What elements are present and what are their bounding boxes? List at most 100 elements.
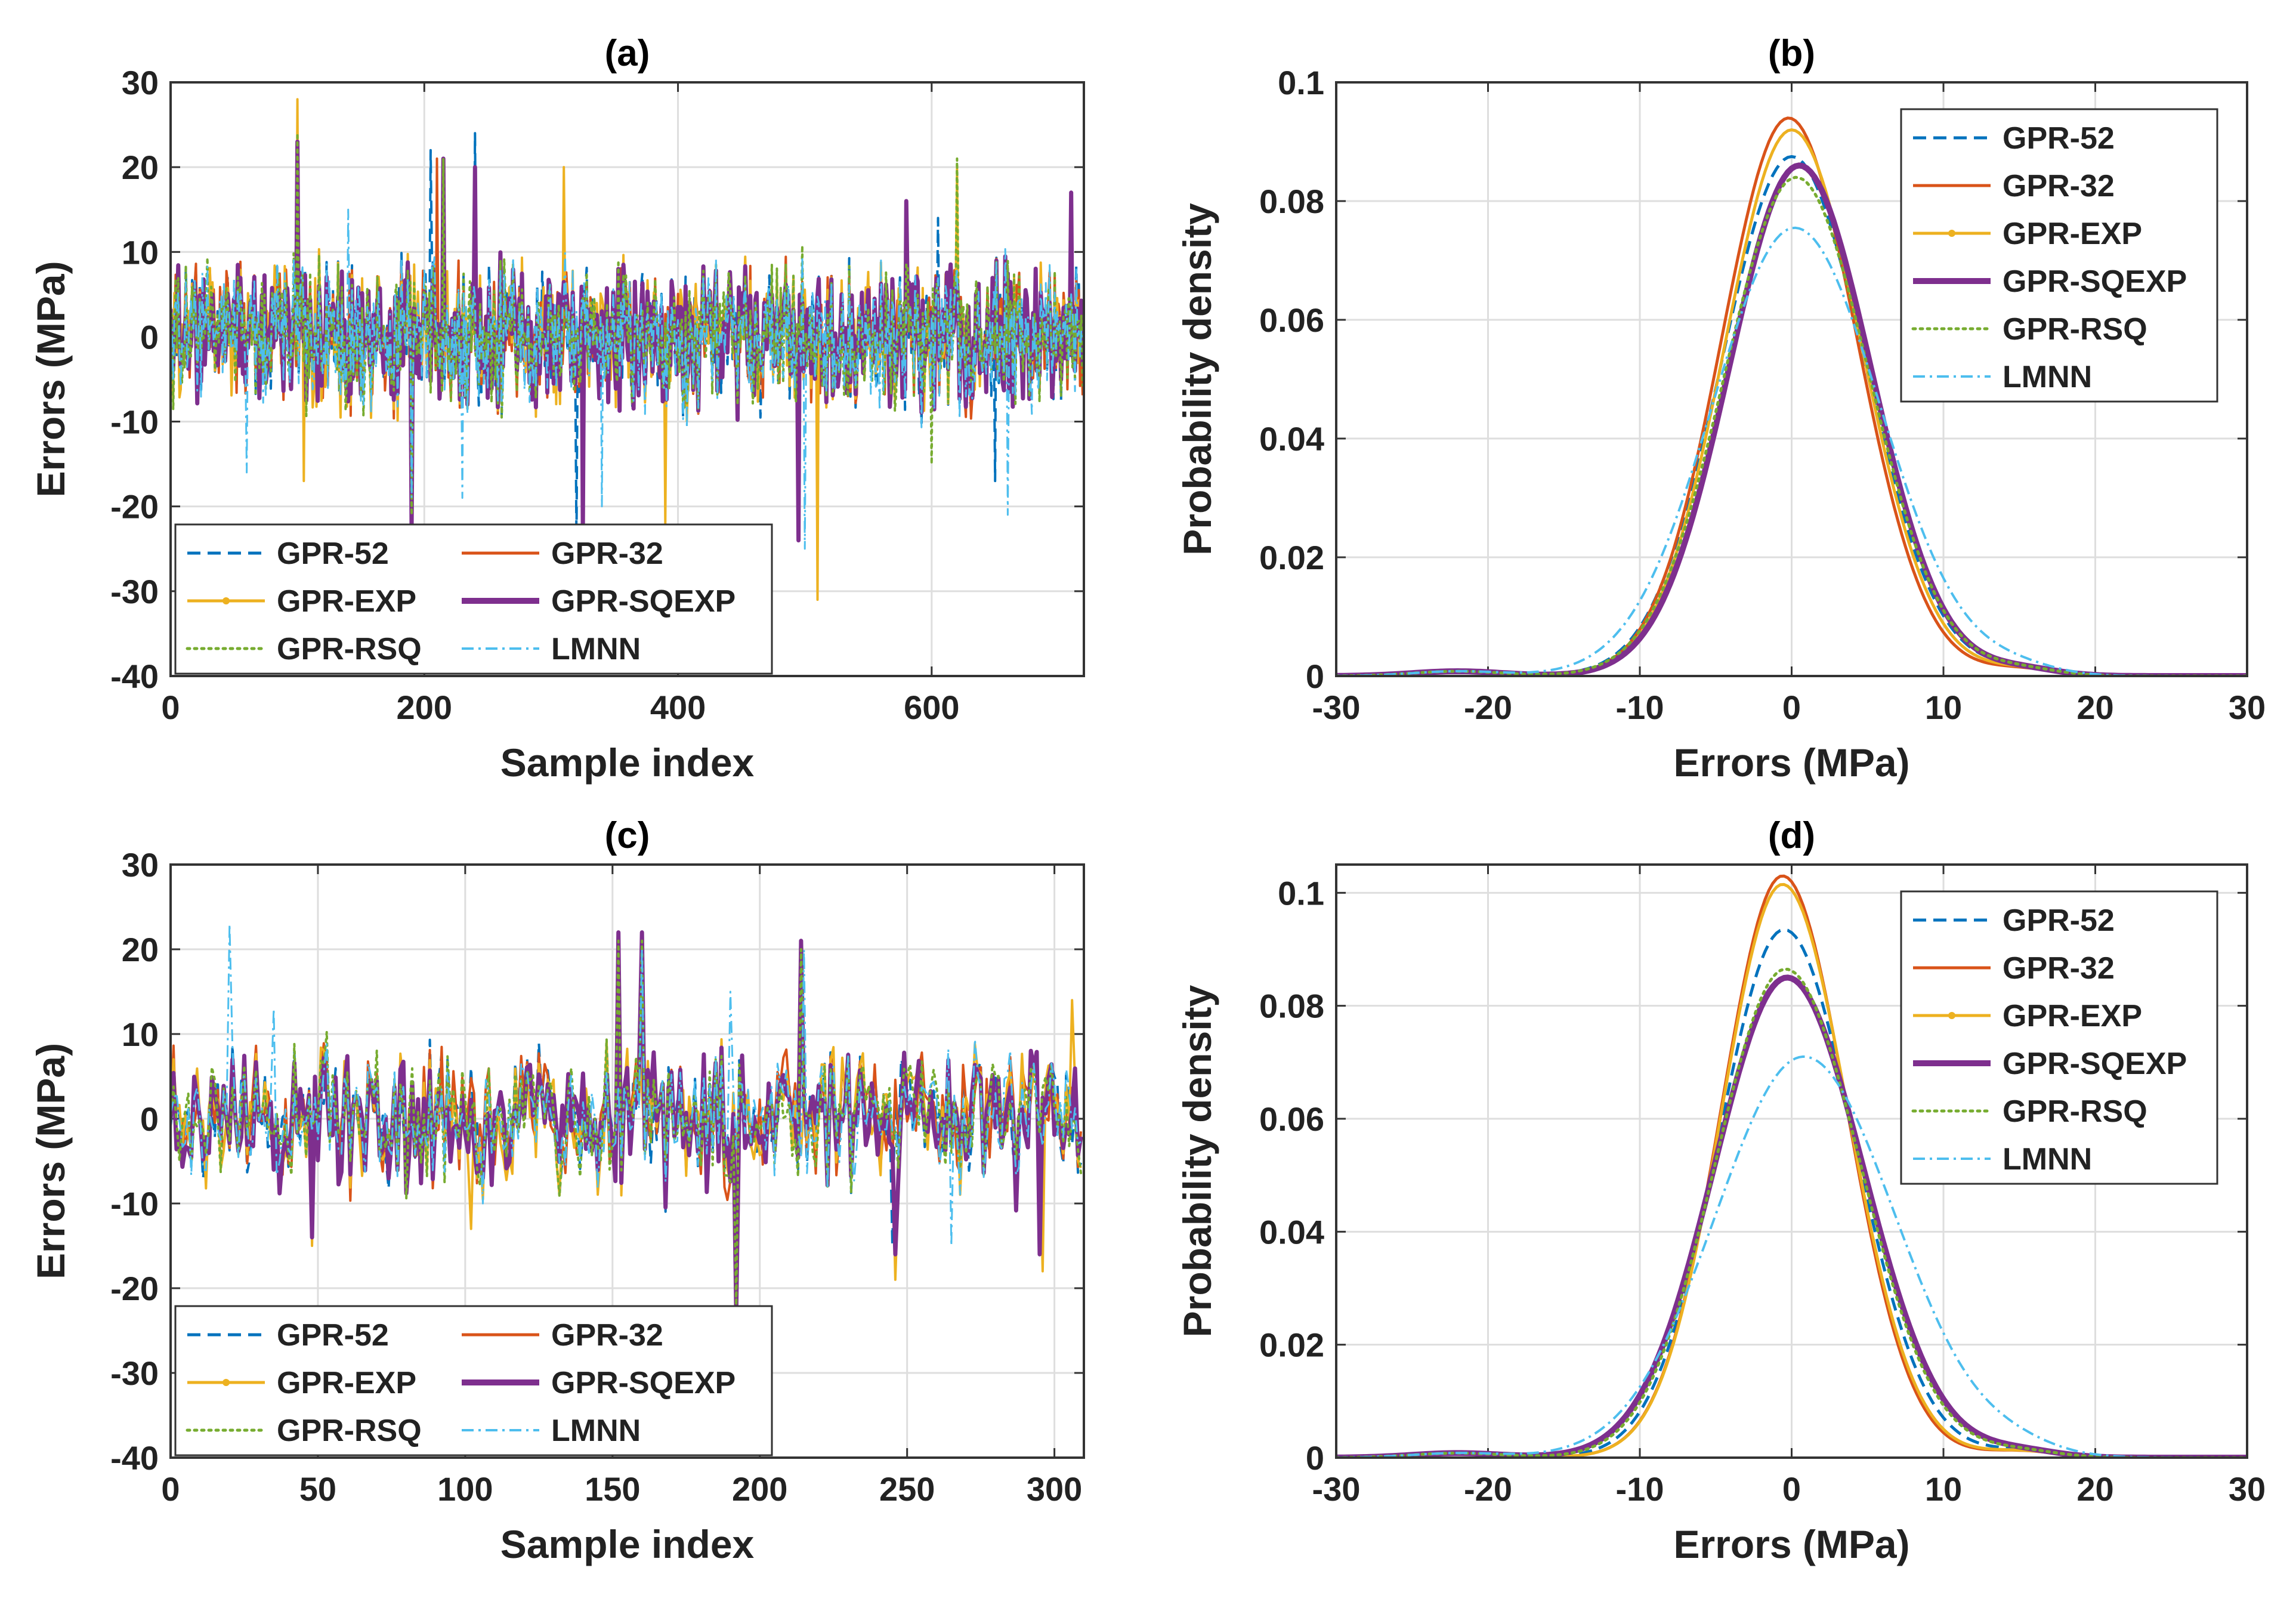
- legend: GPR-52 GPR-32 GPR-EXP GPR-SQEXP GPR-RSQ LMNN: [1900, 108, 2218, 403]
- series-line-gpr-sqexp: [171, 140, 1084, 543]
- panel-c: 0 50 100 150 200 250 300 -40 -30 -20 -10 0 10 20 30 (c)…: [29, 815, 1085, 1566]
- x-tick-label: 100: [437, 1470, 493, 1508]
- chart-title: (a): [605, 33, 650, 74]
- panel-b: -30 -20 -10 0 10 20 30 0 0.02 0.04 0.06 0.08 0.1 (b) E…: [1175, 33, 2266, 785]
- legend-item: GPR-52: [1913, 903, 2115, 938]
- legend: GPR-52 GPR-32 GPR-EXP GPR-SQEXP GPR-RSQ LMNN: [174, 1305, 773, 1456]
- x-tick-label: 20: [2076, 1470, 2113, 1508]
- x-tick-label: 250: [879, 1470, 935, 1508]
- legend-label: GPR-RSQ: [277, 632, 422, 666]
- legend-item: GPR-SQEXP: [1913, 1047, 2187, 1081]
- x-tick-label: 0: [161, 1470, 180, 1508]
- legend-box: [1900, 890, 2218, 1185]
- x-tick-label: 0: [1782, 689, 1801, 726]
- legend-item: GPR-32: [1913, 169, 2115, 203]
- legend-label: GPR-EXP: [2003, 999, 2142, 1033]
- y-tick-label: 0.1: [1278, 64, 1324, 101]
- y-tick-label: -10: [110, 403, 159, 441]
- y-tick-label: 30: [122, 64, 159, 101]
- legend-label: GPR-52: [2003, 121, 2115, 156]
- legend-label: GPR-EXP: [277, 1366, 416, 1400]
- legend: GPR-52 GPR-32 GPR-EXP GPR-SQEXP GPR-RSQ LMNN: [174, 523, 773, 675]
- x-tick-label: 50: [299, 1470, 336, 1508]
- y-tick-label: 0: [1306, 658, 1324, 695]
- x-tick-label: 0: [161, 689, 180, 726]
- x-tick-label: 150: [585, 1470, 640, 1508]
- y-tick-label: 0.06: [1259, 1100, 1324, 1138]
- y-tick-label: 30: [122, 846, 159, 884]
- legend-label: GPR-RSQ: [2003, 312, 2147, 347]
- x-tick-label: 0: [1782, 1470, 1801, 1508]
- legend-item: GPR-EXP: [187, 584, 416, 619]
- legend-item: LMNN: [462, 632, 641, 666]
- x-tick-label: 200: [732, 1470, 787, 1508]
- panel-a: 0 200 400 600 -40 -30 -20 -10 0 10 20 30 (a) Sample i…: [29, 33, 1085, 785]
- y-tick-label: 0.02: [1259, 539, 1324, 576]
- legend-item: LMNN: [462, 1414, 641, 1448]
- y-axis-label: Errors (MPa): [29, 1043, 73, 1279]
- legend-label: GPR-SQEXP: [2003, 1047, 2187, 1081]
- legend-label: LMNN: [551, 632, 641, 666]
- y-tick-label: 0.04: [1259, 420, 1324, 458]
- legend-label: GPR-32: [551, 536, 663, 571]
- legend-label: GPR-32: [2003, 951, 2115, 986]
- x-tick-label: 30: [2229, 1470, 2266, 1508]
- x-tick-label: 10: [1925, 1470, 1962, 1508]
- y-tick-label: 0.1: [1278, 874, 1324, 912]
- legend-item: GPR-SQEXP: [1913, 264, 2187, 299]
- y-tick-label: -30: [110, 573, 159, 610]
- y-tick-label: -40: [110, 658, 159, 695]
- legend-item: GPR-SQEXP: [462, 584, 736, 619]
- y-tick-label: 20: [122, 931, 159, 968]
- y-axis-label: Probability density: [1175, 984, 1219, 1337]
- plot-frame: [169, 81, 1085, 677]
- legend-item: GPR-EXP: [1913, 217, 2142, 251]
- y-tick-label: -30: [110, 1354, 159, 1392]
- plot-frame: [169, 863, 1085, 1459]
- panel-d: -30 -20 -10 0 10 20 30 0 0.02 0.04 0.06 0.08 0.1 (d) E…: [1175, 815, 2266, 1566]
- legend-item: GPR-RSQ: [186, 632, 422, 666]
- legend-label: LMNN: [2003, 360, 2092, 394]
- y-tick-label: 10: [122, 1016, 159, 1053]
- legend-label: LMNN: [551, 1414, 641, 1448]
- y-tick-label: -40: [110, 1439, 159, 1477]
- legend-item: GPR-EXP: [1913, 999, 2142, 1033]
- x-tick-label: -10: [1616, 1470, 1664, 1508]
- legend-label: GPR-SQEXP: [2003, 264, 2187, 299]
- chart-title: (c): [605, 815, 650, 856]
- x-tick-label: 200: [397, 689, 452, 726]
- series-line-lmnn: [171, 208, 1084, 550]
- y-tick-label: -20: [110, 1270, 159, 1307]
- y-axis-label: Probability density: [1175, 203, 1219, 555]
- y-tick-label: 20: [122, 149, 159, 186]
- legend-item: GPR-32: [462, 536, 663, 571]
- legend-box: [1900, 108, 2218, 403]
- legend-label: LMNN: [2003, 1142, 2092, 1177]
- legend-marker: [1948, 230, 1955, 237]
- x-tick-label: 30: [2229, 689, 2266, 726]
- plot-frame: [1335, 81, 2248, 677]
- legend-label: GPR-52: [277, 1318, 389, 1353]
- y-tick-label: 0.08: [1259, 183, 1324, 220]
- legend-marker: [223, 597, 230, 604]
- legend-item: GPR-SQEXP: [462, 1366, 736, 1400]
- legend-label: GPR-52: [2003, 903, 2115, 938]
- x-tick-label: 400: [650, 689, 706, 726]
- x-axis-label: Errors (MPa): [1673, 740, 1909, 785]
- plot-frame: [1335, 863, 2248, 1459]
- legend-label: GPR-SQEXP: [551, 584, 736, 619]
- legend-item: LMNN: [1913, 1142, 2092, 1177]
- y-tick-label: 0.06: [1259, 301, 1324, 339]
- legend-item: GPR-52: [1913, 121, 2115, 156]
- legend-item: GPR-RSQ: [1911, 312, 2147, 347]
- x-axis-label: Sample index: [500, 1522, 755, 1566]
- y-tick-label: 0: [1306, 1439, 1324, 1477]
- chart-title: (d): [1768, 815, 1815, 856]
- y-tick-label: 0.08: [1259, 987, 1324, 1025]
- x-tick-label: 10: [1925, 689, 1962, 726]
- x-tick-label: 300: [1027, 1470, 1082, 1508]
- x-axis-label: Errors (MPa): [1673, 1522, 1909, 1566]
- x-tick-label: 20: [2076, 689, 2113, 726]
- chart-title: (b): [1768, 33, 1815, 74]
- density-curve-lmnn: [1336, 226, 2247, 676]
